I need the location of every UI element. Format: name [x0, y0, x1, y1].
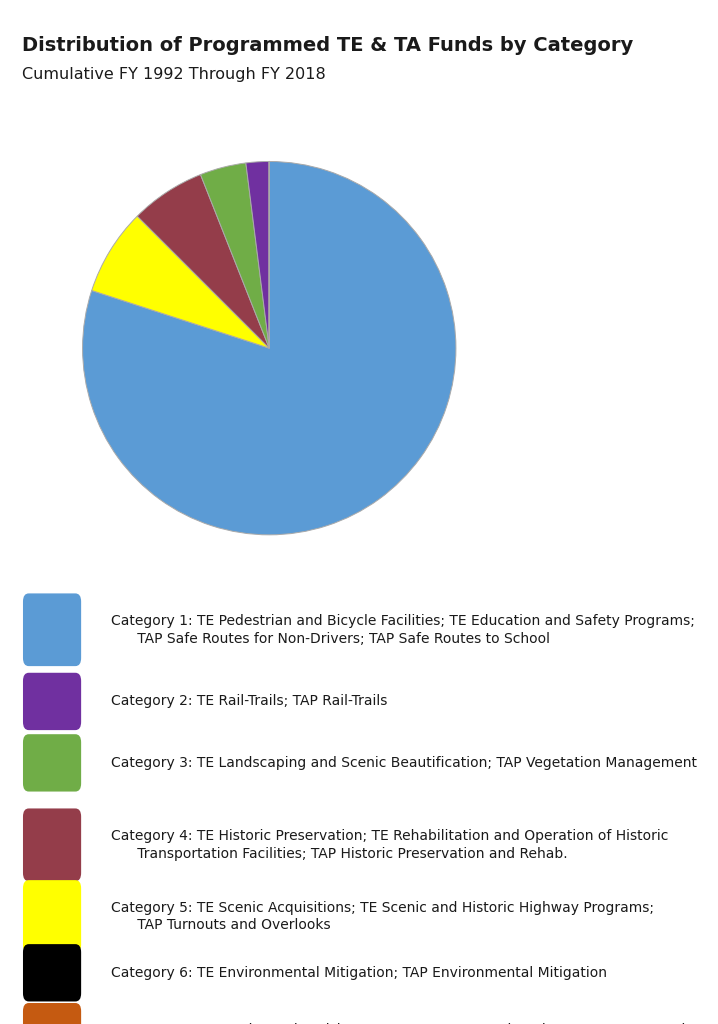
- Wedge shape: [83, 162, 456, 535]
- Wedge shape: [137, 174, 269, 348]
- Wedge shape: [246, 162, 269, 348]
- Wedge shape: [92, 216, 269, 348]
- Text: Distribution of Programmed TE & TA Funds by Category: Distribution of Programmed TE & TA Funds…: [22, 36, 633, 55]
- Text: Category 2: TE Rail-Trails; TAP Rail-Trails: Category 2: TE Rail-Trails; TAP Rail-Tra…: [111, 694, 388, 709]
- Wedge shape: [200, 163, 269, 348]
- Text: Category 5: TE Scenic Acquisitions; TE Scenic and Historic Highway Programs;
   : Category 5: TE Scenic Acquisitions; TE S…: [111, 900, 654, 933]
- Text: Category 3: TE Landscaping and Scenic Beautification; TAP Vegetation Management: Category 3: TE Landscaping and Scenic Be…: [111, 756, 697, 770]
- Text: Cumulative FY 1992 Through FY 2018: Cumulative FY 1992 Through FY 2018: [22, 67, 325, 82]
- Text: Category 1: TE Pedestrian and Bicycle Facilities; TE Education and Safety Progra: Category 1: TE Pedestrian and Bicycle Fa…: [111, 613, 695, 646]
- Text: Category 6: TE Environmental Mitigation; TAP Environmental Mitigation: Category 6: TE Environmental Mitigation;…: [111, 966, 607, 980]
- Text: Category 4: TE Historic Preservation; TE Rehabilitation and Operation of Histori: Category 4: TE Historic Preservation; TE…: [111, 828, 668, 861]
